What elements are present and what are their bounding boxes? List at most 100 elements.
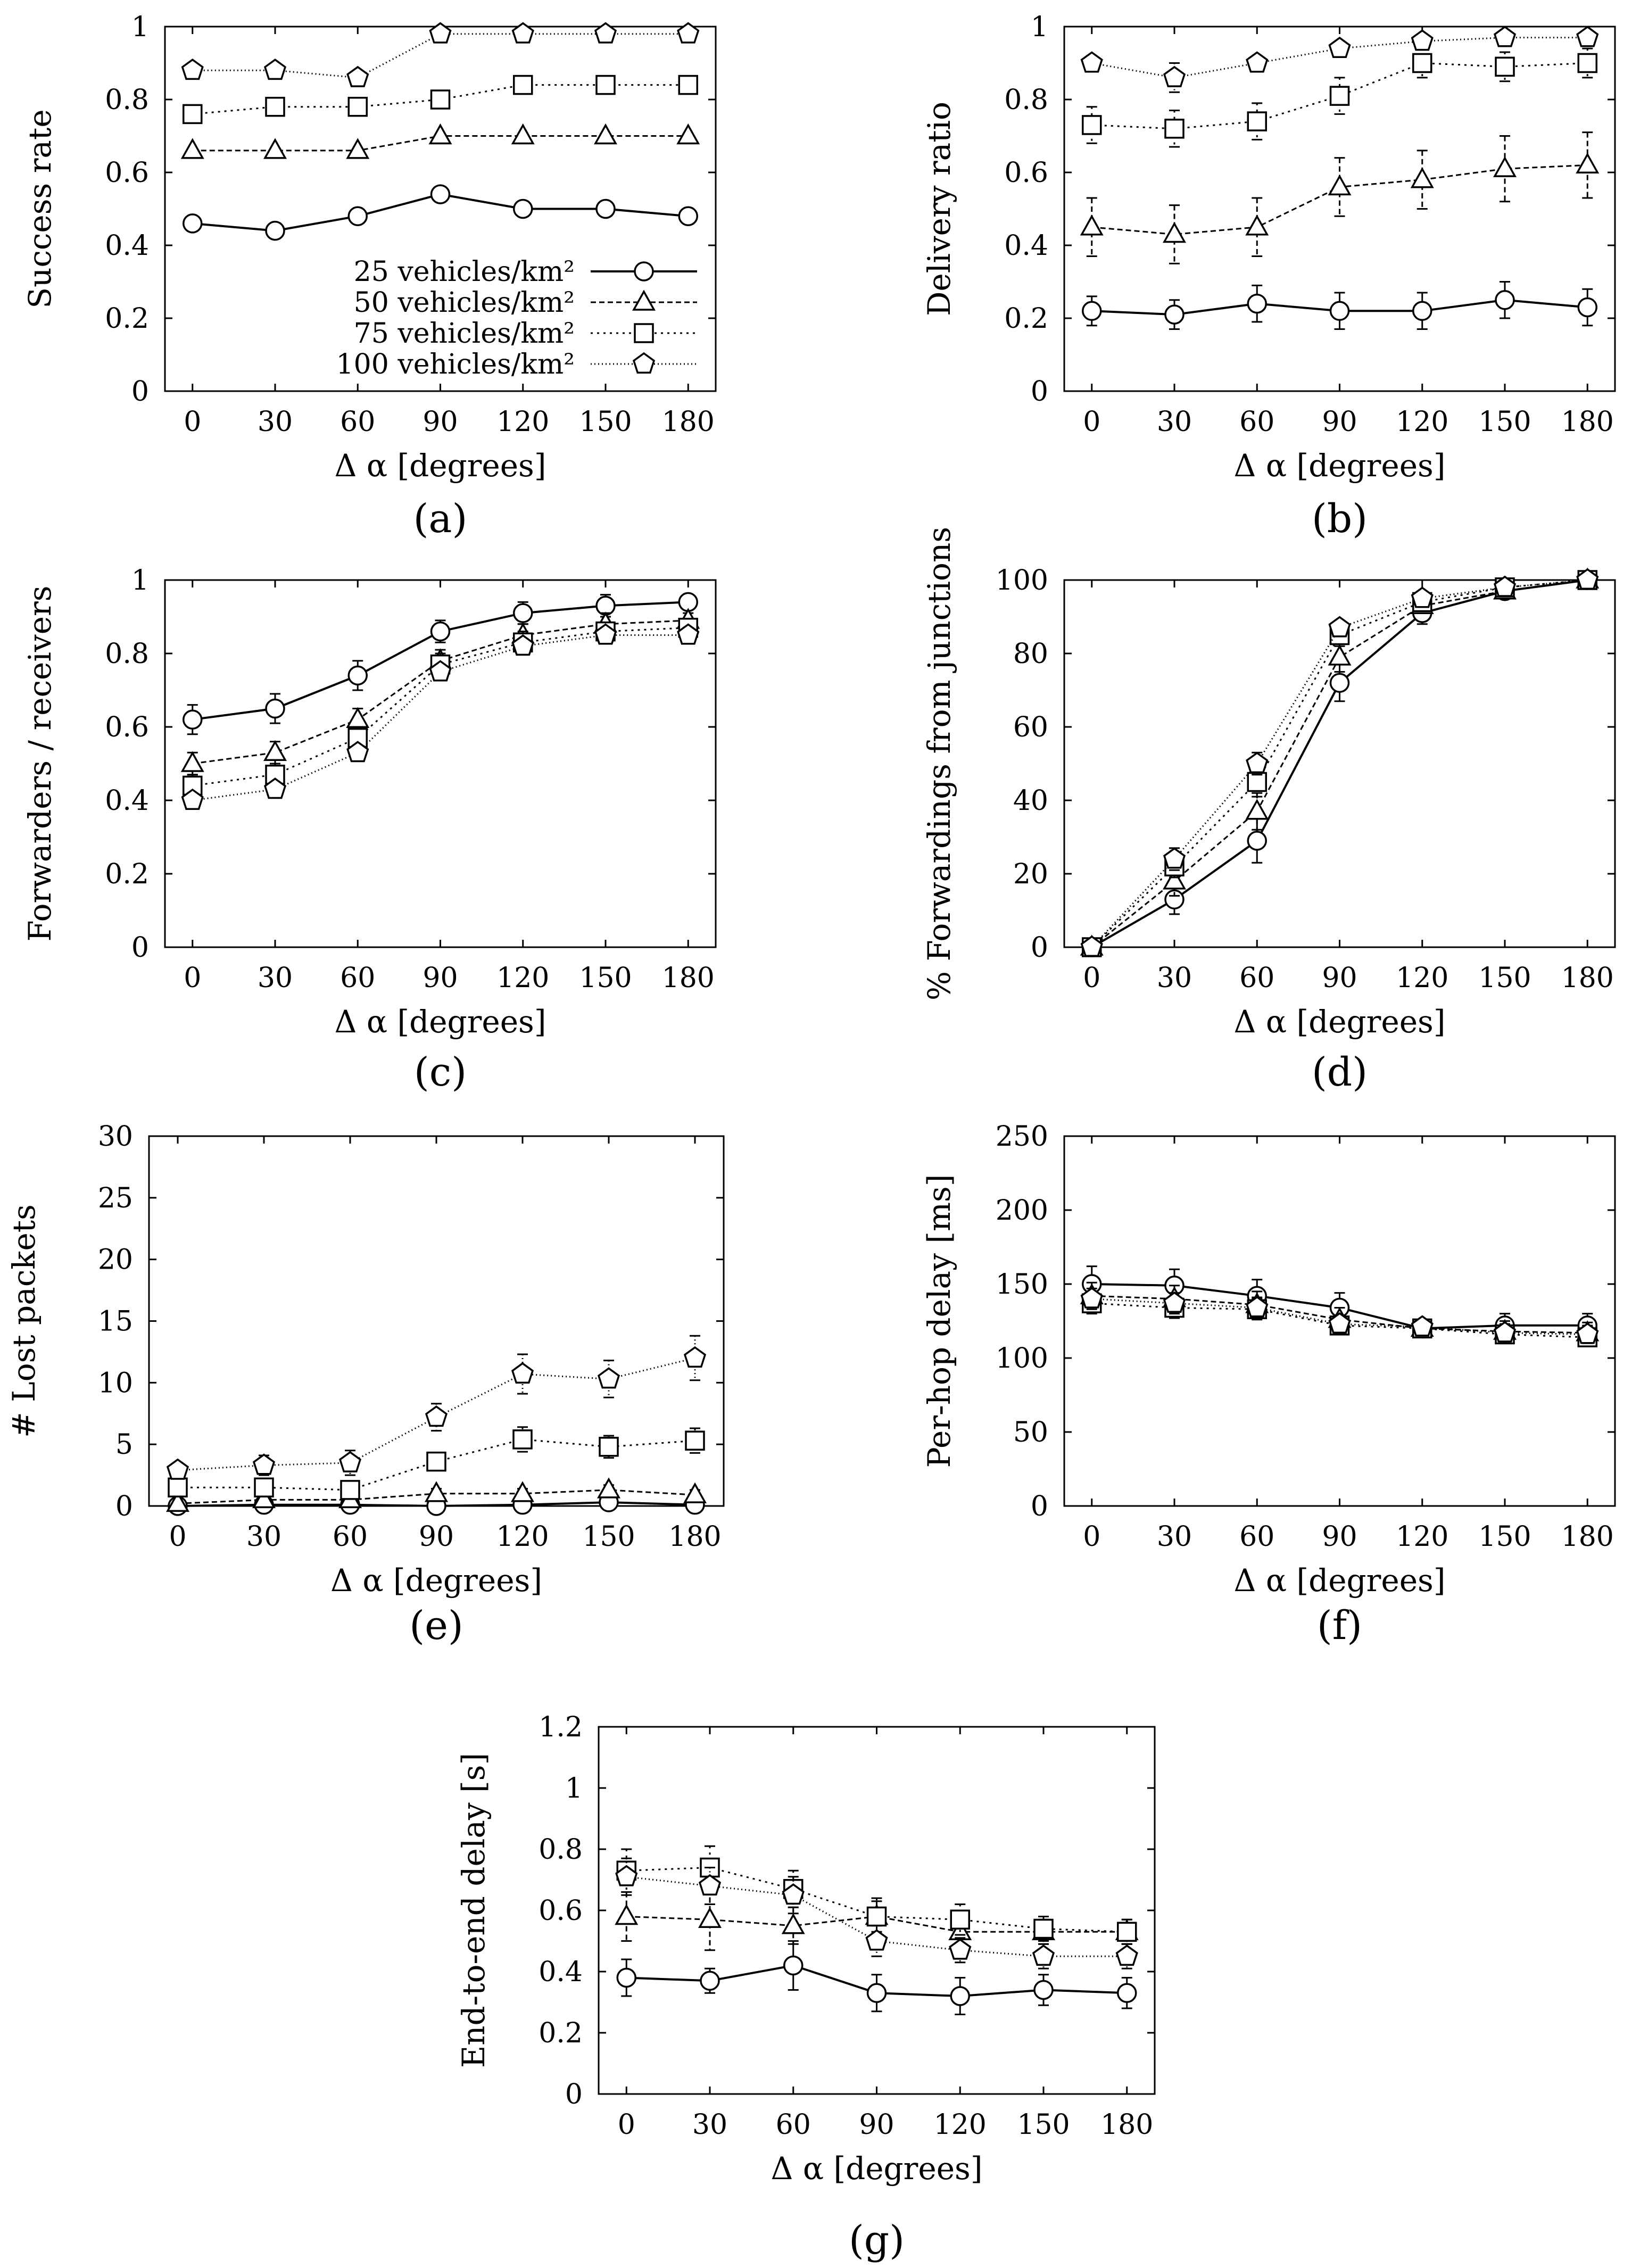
- series: [166, 1335, 707, 1480]
- data-point: [1412, 301, 1432, 321]
- data-point: [949, 1938, 972, 1960]
- series: [616, 1940, 1137, 2015]
- y-tick-label: 40: [1013, 785, 1048, 817]
- data-point: [1577, 297, 1597, 318]
- data-point: [430, 184, 451, 204]
- y-tick-label: 0.2: [539, 2017, 583, 2049]
- error-bar: [1169, 62, 1180, 93]
- x-tick-label: 150: [1478, 962, 1531, 994]
- y-axis-label: End-to-end delay [s]: [455, 1753, 492, 2068]
- x-tick-label: 120: [496, 1521, 549, 1553]
- data-point: [1410, 167, 1434, 188]
- y-tick-label: 50: [1013, 1417, 1048, 1448]
- x-tick-label: 0: [169, 1521, 186, 1553]
- data-point: [678, 75, 698, 95]
- y-axis-label: Per-hop delay [ms]: [921, 1174, 957, 1468]
- x-tick-label: 180: [1561, 406, 1614, 438]
- x-tick-label: 120: [496, 962, 549, 994]
- data-point: [1080, 51, 1103, 73]
- data-point: [1163, 868, 1186, 890]
- legend-label: 100 vehicles/km²: [336, 349, 575, 380]
- y-tick-label: 0.6: [1004, 157, 1048, 189]
- data-point: [1164, 119, 1185, 139]
- y-tick-label: 1: [131, 11, 149, 43]
- data-point: [1576, 1322, 1599, 1344]
- data-point: [425, 1405, 448, 1427]
- x-tick-label: 60: [1239, 406, 1274, 438]
- x-tick-label: 30: [692, 2109, 727, 2141]
- data-point: [429, 660, 452, 682]
- x-tick-label: 30: [258, 406, 293, 438]
- y-tick-label: 0: [1031, 376, 1048, 408]
- data-point: [511, 1481, 534, 1502]
- legend-label: 25 vehicles/km²: [354, 256, 575, 288]
- data-point: [1329, 86, 1350, 106]
- panel-caption: (f): [1317, 1603, 1362, 1649]
- error-bar: [705, 1867, 715, 1905]
- y-tick-label: 30: [98, 1121, 133, 1153]
- data-point: [346, 138, 370, 159]
- data-point: [347, 206, 368, 226]
- error-bar: [1500, 135, 1510, 203]
- x-tick-label: 120: [934, 2109, 987, 2141]
- data-point: [181, 788, 204, 810]
- chart-panel: 0 0.2 0.4 0.6 0.8 1 1.2 0 30 60 90 120 150 180 Δ α [de…: [455, 1711, 1156, 2263]
- error-bar: [1252, 102, 1263, 140]
- data-point: [513, 603, 533, 623]
- data-point: [1328, 36, 1351, 59]
- data-point: [1164, 889, 1185, 910]
- series: [183, 75, 698, 125]
- panel-caption: (e): [409, 1603, 463, 1649]
- data-point: [950, 1909, 970, 1930]
- data-point: [599, 1437, 619, 1457]
- data-point: [1115, 1944, 1138, 1966]
- data-point: [511, 123, 535, 145]
- data-point: [783, 1955, 804, 1976]
- chart-panel: 0 20 40 60 80 100 0 30 60 90 120 150 180 Δ α [degrees…: [921, 527, 1616, 1095]
- chart-panel: 0 0.2 0.4 0.6 0.8 1 0 30 60 90 120 150 180 Δ α [degre…: [22, 565, 717, 1095]
- x-tick-label: 120: [1396, 1521, 1448, 1553]
- x-tick-label: 0: [1083, 1521, 1100, 1553]
- x-tick-label: 60: [1239, 962, 1274, 994]
- data-point: [1328, 174, 1352, 196]
- data-point: [346, 707, 370, 728]
- y-tick-label: 100: [996, 565, 1048, 597]
- x-tick-label: 30: [246, 1521, 281, 1553]
- y-tick-label: 0.4: [1004, 230, 1048, 262]
- x-tick-label: 60: [340, 406, 375, 438]
- chart-panel: 0 0.2 0.4 0.6 0.8 1 0 30 60 90 120 150 180 Δ α [degre…: [921, 11, 1616, 542]
- data-point: [1163, 847, 1186, 869]
- data-point: [1329, 301, 1350, 321]
- series: [168, 1426, 705, 1500]
- y-tick-label: 100: [996, 1343, 1048, 1375]
- data-point: [1163, 1291, 1186, 1313]
- x-tick-label: 150: [1478, 1521, 1531, 1553]
- x-tick-label: 60: [1239, 1521, 1274, 1553]
- y-tick-label: 0.4: [105, 230, 149, 262]
- data-point: [183, 213, 203, 234]
- x-tick-label: 30: [1157, 406, 1192, 438]
- data-point: [1411, 1315, 1434, 1337]
- data-point: [265, 698, 285, 719]
- error-bar: [517, 1353, 528, 1395]
- series: [181, 623, 700, 810]
- error-bar: [1582, 131, 1593, 199]
- legend-marker: [634, 323, 654, 343]
- y-axis-label: Success rate: [22, 109, 58, 308]
- series: [183, 617, 698, 798]
- data-point: [513, 75, 533, 95]
- data-point: [1411, 586, 1434, 608]
- x-tick-label: 120: [496, 406, 549, 438]
- y-tick-label: 1: [131, 565, 149, 597]
- data-point: [1246, 751, 1269, 773]
- y-tick-label: 20: [98, 1244, 133, 1276]
- x-tick-label: 30: [1157, 1521, 1192, 1553]
- x-tick-label: 60: [776, 2109, 811, 2141]
- data-point: [511, 22, 534, 44]
- legend-label: 50 vehicles/km²: [354, 287, 575, 319]
- x-tick-label: 90: [1322, 1521, 1357, 1553]
- y-tick-label: 60: [1013, 711, 1048, 743]
- data-point: [252, 1487, 276, 1509]
- data-point: [338, 1451, 362, 1472]
